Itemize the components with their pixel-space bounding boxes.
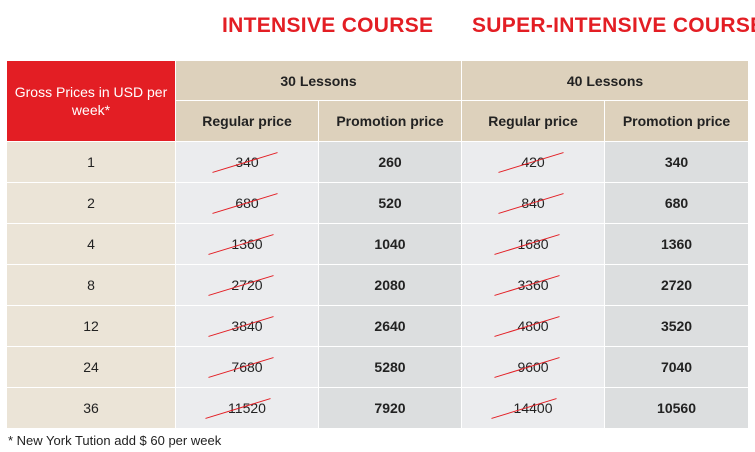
struck-price: 4800: [494, 316, 561, 337]
struck-price-value: 1680: [517, 236, 549, 252]
struck-price: 420: [498, 152, 564, 173]
struck-price: 1360: [208, 234, 275, 255]
group-header-40-lessons: 40 Lessons: [461, 60, 750, 101]
promotion-price-40-cell: 340: [604, 141, 750, 183]
struck-price: 11520: [205, 398, 271, 419]
struck-price: 340: [212, 152, 278, 173]
table-group-header-row: Gross Prices in USD per week* 30 Lessons…: [6, 60, 750, 142]
table-row: 4 1360 1040 1680 1360: [6, 223, 750, 265]
struck-price: 1680: [494, 234, 561, 255]
struck-price-value: 9600: [517, 359, 549, 375]
struck-price-value: 3840: [231, 318, 263, 334]
weeks-cell: 1: [6, 141, 176, 183]
struck-price-value: 680: [235, 195, 259, 211]
promotion-price-40-cell: 7040: [604, 346, 750, 388]
regular-price-40-cell: 1680: [461, 223, 606, 265]
struck-price-value: 840: [521, 195, 545, 211]
price-rows: 1 340 260 420 340 2 680 520 840 680 4 1360 1040 1680 1…: [6, 141, 750, 429]
promotion-price-30-cell: 520: [317, 182, 463, 224]
regular-price-40-cell: 3360: [461, 264, 606, 306]
struck-price: 9600: [494, 357, 561, 378]
promotion-price-30-cell: 1040: [317, 223, 463, 265]
header-promotion-price-40: Promotion price: [604, 100, 750, 142]
weeks-cell: 12: [6, 305, 176, 347]
struck-price: 3360: [494, 275, 561, 296]
header-regular-price-30: Regular price: [175, 100, 319, 142]
weeks-cell: 24: [6, 346, 176, 388]
footnote: * New York Tution add $ 60 per week: [8, 433, 222, 448]
header-regular-price-40: Regular price: [461, 100, 606, 142]
struck-price-value: 1360: [231, 236, 263, 252]
struck-price-value: 11520: [228, 400, 266, 416]
struck-price: 2720: [208, 275, 275, 296]
promotion-price-30-cell: 2640: [317, 305, 463, 347]
regular-price-30-cell: 11520: [175, 387, 319, 429]
promotion-price-40-cell: 2720: [604, 264, 750, 306]
table-sub-header-row: Regular price Promotion price Regular pr…: [7, 100, 750, 142]
regular-price-40-cell: 4800: [461, 305, 606, 347]
regular-price-40-cell: 420: [461, 141, 606, 183]
table-row: 12 3840 2640 4800 3520: [6, 305, 750, 347]
struck-price: 840: [498, 193, 564, 214]
promotion-price-40-cell: 1360: [604, 223, 750, 265]
regular-price-30-cell: 3840: [175, 305, 319, 347]
super-intensive-course-title: SUPER-INTENSIVE COURSE: [472, 14, 755, 37]
table-row: 8 2720 2080 3360 2720: [6, 264, 750, 306]
promotion-price-30-cell: 5280: [317, 346, 463, 388]
table-row: 24 7680 5280 9600 7040: [6, 346, 750, 388]
weeks-cell: 4: [6, 223, 176, 265]
promotion-price-30-cell: 260: [317, 141, 463, 183]
struck-price-value: 4800: [517, 318, 549, 334]
regular-price-30-cell: 2720: [175, 264, 319, 306]
table-row: 36 11520 7920 14400 10560: [6, 387, 750, 429]
regular-price-30-cell: 340: [175, 141, 319, 183]
promotion-price-40-cell: 3520: [604, 305, 750, 347]
price-table: Gross Prices in USD per week* 30 Lessons…: [6, 60, 750, 429]
regular-price-30-cell: 1360: [175, 223, 319, 265]
struck-price-value: 7680: [231, 359, 263, 375]
promotion-price-30-cell: 7920: [317, 387, 463, 429]
struck-price-value: 420: [521, 154, 545, 170]
group-header-30-lessons: 30 Lessons: [174, 60, 463, 101]
promotion-price-30-cell: 2080: [317, 264, 463, 306]
header-promotion-price-30: Promotion price: [317, 100, 463, 142]
struck-price-value: 3360: [517, 277, 549, 293]
promotion-price-40-cell: 10560: [604, 387, 750, 429]
weeks-cell: 8: [6, 264, 176, 306]
table-row: 1 340 260 420 340: [6, 141, 750, 183]
weeks-cell: 36: [6, 387, 176, 429]
table-row: 2 680 520 840 680: [6, 182, 750, 224]
weeks-cell: 2: [6, 182, 176, 224]
promotion-price-40-cell: 680: [604, 182, 750, 224]
regular-price-30-cell: 680: [175, 182, 319, 224]
struck-price-value: 14400: [513, 400, 553, 416]
struck-price: 7680: [208, 357, 275, 378]
struck-price: 680: [212, 193, 278, 214]
struck-price-value: 340: [235, 154, 259, 170]
regular-price-40-cell: 9600: [461, 346, 606, 388]
struck-price: 3840: [208, 316, 275, 337]
regular-price-40-cell: 14400: [461, 387, 606, 429]
regular-price-40-cell: 840: [461, 182, 606, 224]
intensive-course-title: INTENSIVE COURSE: [222, 14, 434, 37]
struck-price-value: 2720: [231, 277, 263, 293]
struck-price: 14400: [490, 398, 557, 419]
regular-price-30-cell: 7680: [175, 346, 319, 388]
corner-label: Gross Prices in USD per week*: [6, 60, 176, 142]
